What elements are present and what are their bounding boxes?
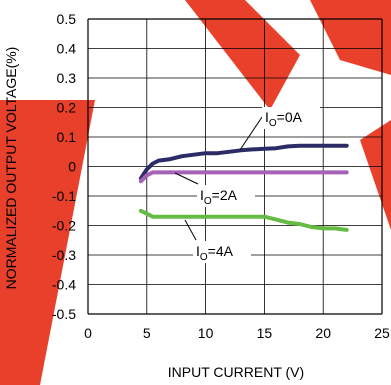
series-label-bg	[197, 185, 255, 207]
x-tick-label: 0	[84, 325, 92, 341]
y-axis-title: NORMALIZED OUTPUT VOLTAGE(%)	[3, 47, 19, 290]
series-line	[138, 170, 349, 184]
y-tick-label: 0.5	[57, 11, 77, 27]
watermark-stroke-left	[0, 100, 95, 385]
x-tick-label: 25	[374, 325, 390, 341]
y-tick-label: -0.5	[52, 306, 76, 322]
series-label-leader	[174, 172, 199, 185]
plot-grid	[87, 18, 383, 315]
series-label-bg	[262, 107, 320, 129]
y-tick-label: -0.1	[52, 188, 76, 204]
y-tick-label: 0.3	[57, 70, 77, 86]
tick-labels: 0 5 10 15 20 25 0.5 0.4 0.3 0.2 0.1 0 -0.1 -0.2 -0.3 -0…	[52, 11, 390, 341]
x-axis-title: INPUT CURRENT (V)	[168, 364, 304, 380]
series-labels: IO=0A IO=2A IO=4A	[174, 107, 320, 263]
series-label-leader	[184, 219, 197, 241]
y-tick-label: 0.4	[57, 41, 77, 57]
series-line	[138, 208, 349, 232]
x-tick-label: 20	[315, 325, 331, 341]
watermark-stroke-top	[185, 0, 300, 110]
watermark-stroke-right	[310, 0, 391, 75]
series-label-leader	[239, 116, 263, 151]
x-tick-label: 10	[198, 325, 214, 341]
x-tick-label: 5	[143, 325, 151, 341]
series-lines	[138, 143, 349, 232]
series-label: IO=2A	[200, 187, 238, 207]
y-tick-label: -0.2	[52, 218, 76, 234]
y-tick-label: 0.2	[57, 100, 77, 116]
y-tick-label: 0	[68, 159, 76, 175]
y-tick-label: -0.4	[52, 277, 76, 293]
series-label: IO=4A	[196, 243, 234, 263]
series-line	[138, 143, 349, 181]
y-tick-label: -0.3	[52, 247, 76, 263]
series-label-bg	[193, 241, 251, 263]
x-tick-label: 15	[257, 325, 273, 341]
y-tick-label: 0.1	[57, 129, 77, 145]
series-label: IO=0A	[265, 109, 303, 129]
watermark-stroke-mid	[360, 120, 391, 230]
